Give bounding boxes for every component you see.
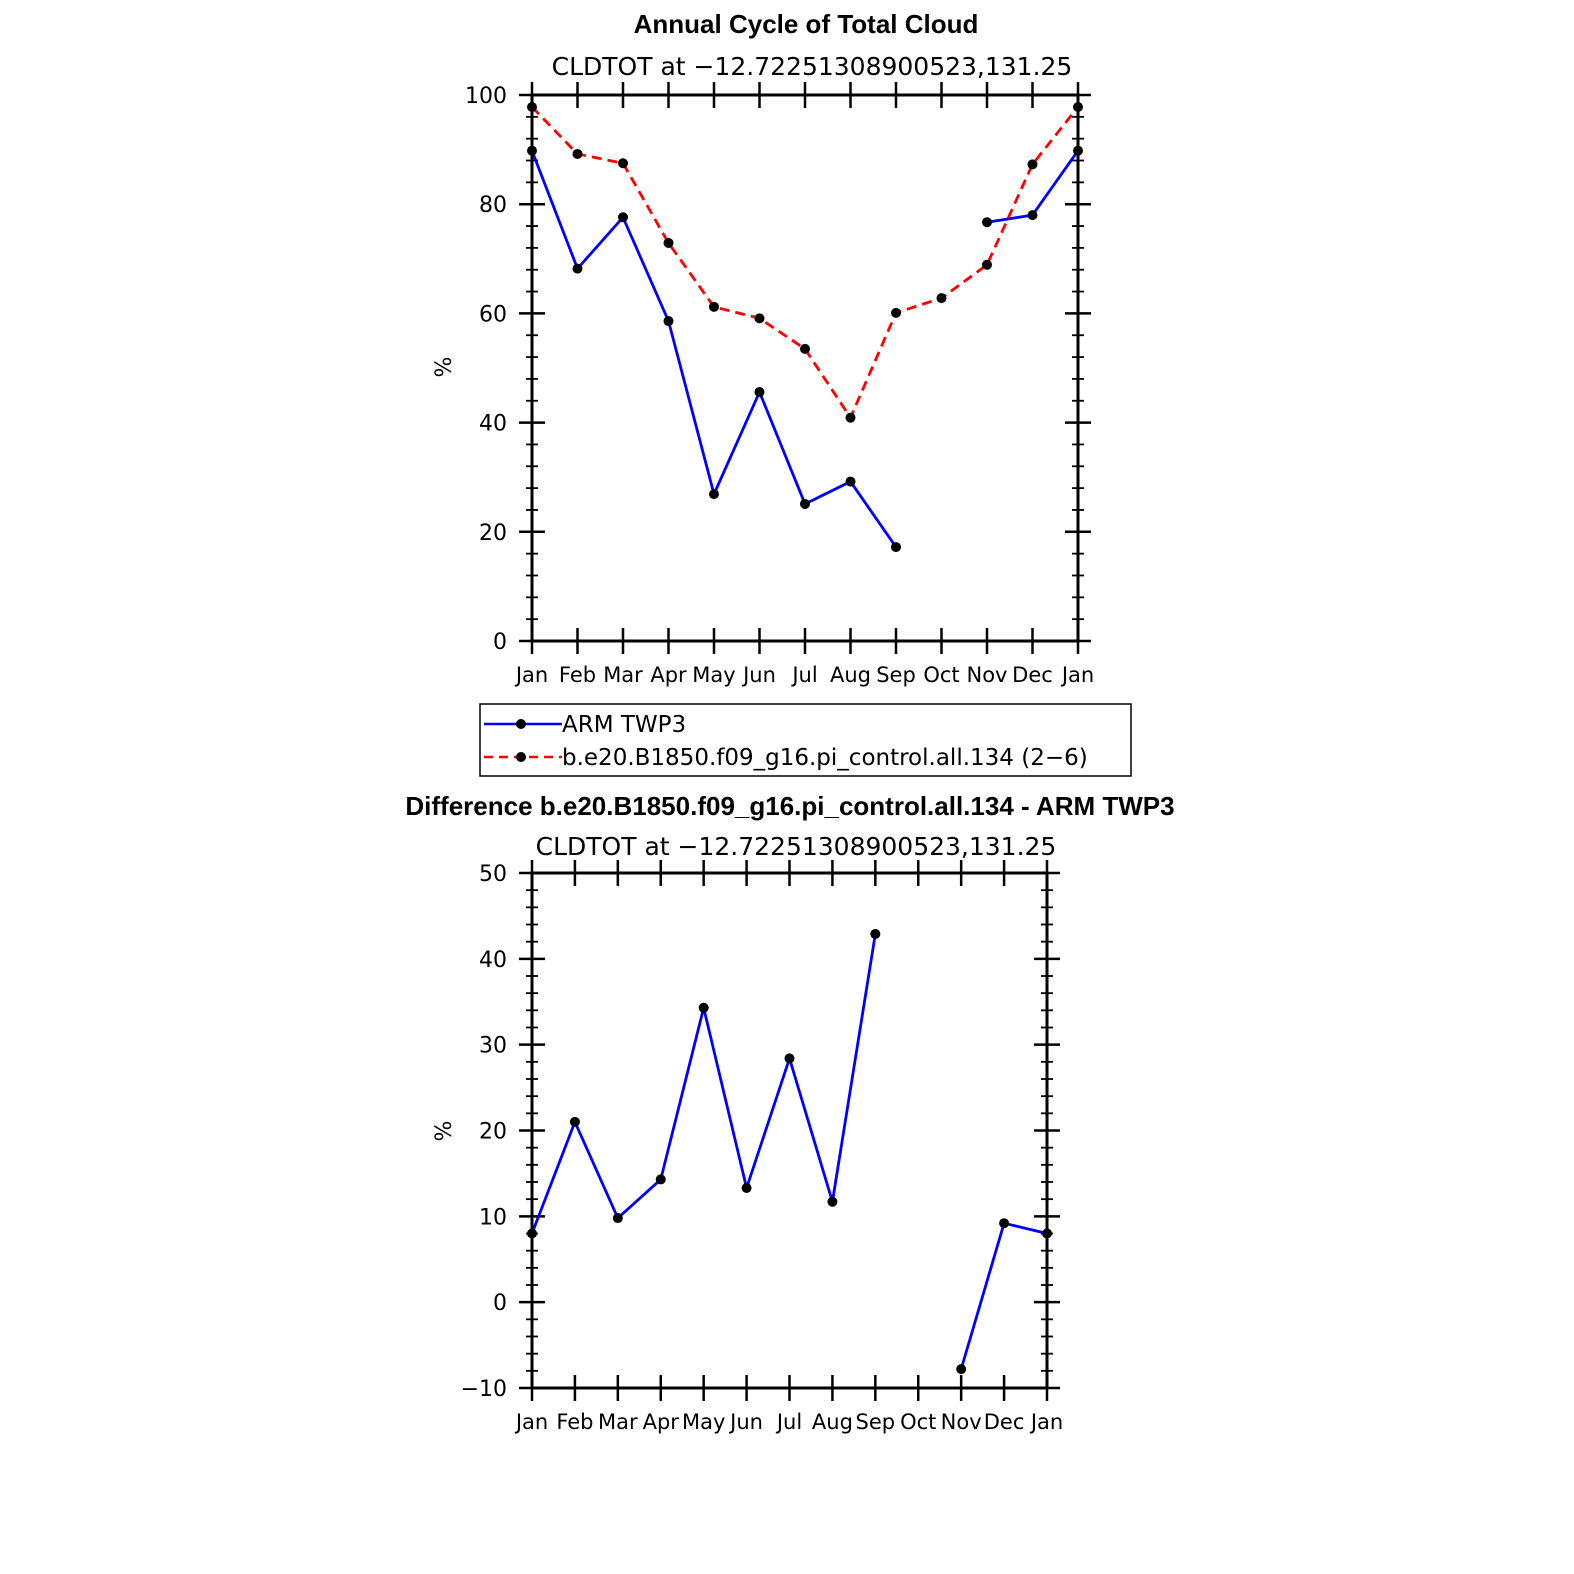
x-tick-label: Feb xyxy=(559,663,596,687)
chart-subtitle: CLDTOT at −12.72251308900523,131.25 xyxy=(536,832,1057,861)
data-point xyxy=(618,158,628,169)
x-tick-label: Jun xyxy=(741,663,776,687)
x-tick-label: Sep xyxy=(876,663,916,687)
y-axis-label: % xyxy=(432,357,457,378)
data-point xyxy=(827,1196,838,1207)
data-point xyxy=(845,412,856,423)
y-axis-label: % xyxy=(432,1121,457,1142)
data-point xyxy=(1027,159,1038,170)
y-tick-label: 50 xyxy=(479,862,507,887)
data-point xyxy=(663,237,674,248)
x-tick-label: Jan xyxy=(514,663,548,687)
data-point xyxy=(1027,210,1038,221)
chart-subtitle: CLDTOT at −12.72251308900523,131.25 xyxy=(552,52,1073,81)
chart-title: Annual Cycle of Total Cloud xyxy=(634,9,979,39)
x-tick-label: Oct xyxy=(923,663,959,687)
x-tick-labels: Jan Feb Mar Apr May Jun Jul Aug Sep Oct Nov Dec Jan xyxy=(514,1410,1063,1434)
x-tick-label: Apr xyxy=(643,1410,680,1434)
data-point xyxy=(891,307,901,318)
data-point xyxy=(784,1053,795,1064)
series-line xyxy=(530,106,1080,420)
y-tick-label: 0 xyxy=(493,1291,507,1316)
y-tick-label: 30 xyxy=(479,1034,507,1059)
tick-marks xyxy=(519,860,1060,1401)
data-point xyxy=(741,1183,752,1194)
y-tick-label: 40 xyxy=(479,948,507,973)
series-line xyxy=(530,933,877,1235)
legend-marker-model xyxy=(516,752,526,762)
y-tick-label: 10 xyxy=(479,1205,507,1230)
x-tick-label: Jul xyxy=(790,663,817,687)
tick-marks xyxy=(519,82,1091,654)
y-tick-label: 60 xyxy=(479,302,507,327)
x-tick-label: May xyxy=(692,663,735,687)
x-tick-label: Jul xyxy=(775,1410,802,1434)
data-point xyxy=(845,476,856,487)
x-tick-label: Mar xyxy=(598,1410,638,1434)
x-tick-label: Jan xyxy=(1060,663,1094,687)
y-tick-labels: −10 0 10 20 30 40 50 xyxy=(461,862,507,1402)
series-line xyxy=(959,1221,1048,1370)
y-tick-label: 20 xyxy=(479,1120,507,1145)
data-point xyxy=(572,148,583,159)
x-tick-label: Nov xyxy=(967,663,1008,687)
y-tick-label: −10 xyxy=(461,1377,507,1402)
x-tick-label: Sep xyxy=(856,1410,896,1434)
y-tick-label: 0 xyxy=(493,630,507,655)
series-line xyxy=(530,150,898,548)
x-tick-label: Jan xyxy=(514,1410,548,1434)
x-tick-labels: Jan Feb Mar Apr May Jun Jul Aug Sep Oct Nov Dec Jan xyxy=(514,663,1094,687)
legend-entry-model: b.e20.B1850.f09_g16.pi_control.all.134 (… xyxy=(562,745,1088,771)
x-tick-label: Nov xyxy=(941,1410,982,1434)
y-tick-labels: 0 20 40 60 80 100 xyxy=(465,84,507,655)
annual-cycle-panel: Annual Cycle of Total Cloud CLDTOT at −1… xyxy=(432,9,1132,777)
x-tick-label: Apr xyxy=(650,663,687,687)
series-group xyxy=(527,928,1052,1375)
legend-entry-arm: ARM TWP3 xyxy=(562,712,686,738)
data-point xyxy=(800,498,810,509)
data-point xyxy=(800,343,810,354)
y-tick-label: 100 xyxy=(465,84,507,109)
y-tick-label: 40 xyxy=(479,412,507,437)
difference-panel: Difference b.e20.B1850.f09_g16.pi_contro… xyxy=(405,791,1174,1434)
legend-box xyxy=(479,703,1132,777)
x-tick-label: May xyxy=(682,1410,725,1434)
data-point xyxy=(891,542,901,553)
data-point xyxy=(999,1218,1010,1229)
x-tick-label: Mar xyxy=(603,663,643,687)
legend: ARM TWP3 b.e20.B1850.f09_g16.pi_control.… xyxy=(479,703,1132,777)
data-point xyxy=(754,387,765,398)
plot-frame xyxy=(530,93,1080,643)
x-tick-label: Aug xyxy=(812,1410,853,1434)
data-point xyxy=(982,217,992,228)
data-point xyxy=(754,313,765,324)
data-point xyxy=(572,263,583,274)
data-point xyxy=(698,1002,709,1013)
series-group xyxy=(527,102,1083,553)
data-point xyxy=(663,316,674,327)
y-tick-label: 20 xyxy=(479,521,507,546)
data-point xyxy=(709,489,719,500)
x-tick-label: Oct xyxy=(900,1410,936,1434)
x-tick-label: Feb xyxy=(556,1410,593,1434)
data-point xyxy=(956,1364,967,1375)
x-tick-label: Aug xyxy=(830,663,871,687)
data-point xyxy=(655,1174,666,1185)
chart-title: Difference b.e20.B1850.f09_g16.pi_contro… xyxy=(405,791,1174,821)
data-point xyxy=(936,293,947,304)
x-tick-label: Jun xyxy=(728,1410,763,1434)
data-point xyxy=(569,1116,580,1127)
data-point xyxy=(870,928,881,939)
plot-frame xyxy=(530,871,1049,1390)
data-point xyxy=(612,1213,623,1224)
data-point xyxy=(709,301,719,312)
x-tick-label: Jan xyxy=(1029,1410,1063,1434)
data-point xyxy=(982,259,992,270)
data-point xyxy=(618,212,628,223)
legend-marker-arm xyxy=(516,719,526,729)
x-tick-label: Dec xyxy=(984,1410,1025,1434)
x-tick-label: Dec xyxy=(1012,663,1053,687)
y-tick-label: 80 xyxy=(479,193,507,218)
